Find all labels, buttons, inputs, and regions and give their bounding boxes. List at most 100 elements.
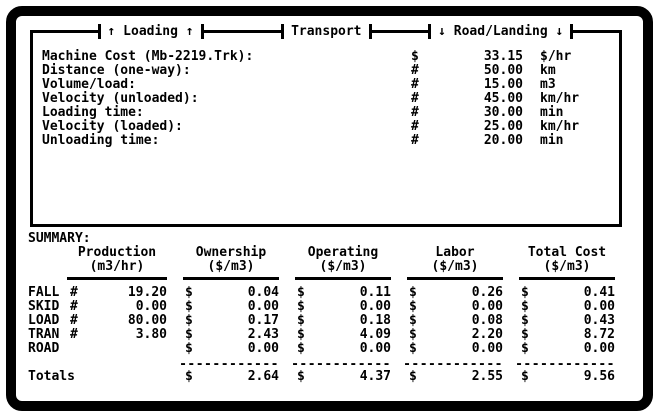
tab-loading[interactable]: ↑ Loading ↑: [107, 24, 194, 39]
header-rule: [279, 277, 391, 280]
parameter-value-field[interactable]: 15.00: [483, 77, 523, 92]
parameter-symbol: #: [411, 119, 419, 134]
parameter-label: Unloading time:: [42, 133, 160, 148]
summary-header-rules: [28, 277, 618, 280]
parameter-label: Volume/load:: [42, 77, 136, 92]
summary-header-names: Production Ownership Operating Labor Total C…: [28, 246, 618, 260]
tab-tick: [428, 24, 432, 39]
tab-line-segment: [30, 30, 98, 33]
parameter-label: Distance (one-way):: [42, 63, 191, 78]
summary-column-unit: ($/m3): [319, 259, 367, 274]
dollar-symbol: $: [297, 369, 305, 384]
summary-column-unit: ($/m3): [543, 259, 591, 274]
parameter-value-field[interactable]: 33.15: [483, 49, 523, 64]
parameter-row: Velocity (loaded): #25.00 km/hr: [42, 120, 613, 134]
parameter-row: Unloading time: #20.00 min: [42, 134, 613, 148]
dollar-symbol: $: [409, 299, 417, 314]
production-value: 19.20: [127, 285, 167, 300]
production-symbol: #: [70, 299, 78, 314]
dollar-symbol: $: [297, 327, 305, 342]
parameter-box: Machine Cost (Mb-2219.Trk): $33.15 $/hr Dis…: [30, 31, 622, 227]
dollar-symbol: $: [409, 341, 417, 356]
totals-operating-value: 4.37: [359, 369, 391, 384]
dollar-symbol: $: [185, 327, 193, 342]
dollar-symbol: $: [521, 341, 529, 356]
tab-tick: [570, 24, 574, 39]
dollar-symbol: $: [521, 327, 529, 342]
production-value: [96, 342, 167, 356]
phase-label: ROAD: [28, 341, 60, 356]
parameter-value-field[interactable]: 50.00: [483, 63, 523, 78]
summary-row: LOAD #80.00 $0.17 $0.18 $0.08 $0.43: [28, 314, 618, 328]
dollar-symbol: $: [409, 369, 417, 384]
tab-road-landing[interactable]: ↓ Road/Landing ↓: [438, 24, 564, 39]
dollar-symbol: $: [521, 369, 529, 384]
operating-value: 0.00: [359, 341, 391, 356]
parameter-value-field[interactable]: 45.00: [483, 91, 523, 106]
spacer: [28, 246, 67, 260]
total-value: 0.00: [583, 341, 615, 356]
dollar-symbol: $: [521, 299, 529, 314]
header-rule: [167, 277, 279, 280]
summary-dashed-rules: ------------ ------------ ------------ ----…: [28, 358, 618, 366]
parameter-value-field[interactable]: 30.00: [483, 105, 523, 120]
parameter-unit: km/hr: [540, 119, 580, 134]
summary-column-unit: ($/m3): [207, 259, 255, 274]
totals-labor-value: 2.55: [471, 369, 503, 384]
summary-totals-row: Totals $2.64 $4.37 $2.55 $9.56: [28, 370, 618, 384]
dollar-symbol: $: [409, 327, 417, 342]
summary-title: SUMMARY:: [28, 231, 91, 246]
parameter-unit: min: [540, 105, 564, 120]
dollar-symbol: $: [409, 313, 417, 328]
operating-value: 0.11: [359, 285, 391, 300]
ownership-value: 2.43: [247, 327, 279, 342]
parameter-unit: min: [540, 133, 564, 148]
parameter-symbol: #: [411, 91, 419, 106]
phase-label: SKID: [28, 299, 60, 314]
parameter-row: Loading time: #30.00 min: [42, 106, 613, 120]
dashed-rule: ------------: [515, 358, 615, 366]
dashed-rule: ------------: [403, 358, 503, 366]
parameter-label: Loading time:: [42, 105, 144, 120]
tab-tick: [368, 24, 372, 39]
summary-column-name: Operating: [307, 245, 379, 260]
production-value: 0.00: [135, 299, 167, 314]
parameter-label: Machine Cost (Mb-2219.Trk):: [42, 49, 254, 64]
totals-label: Totals: [28, 369, 75, 384]
section-tabs: ↑ Loading ↑ Transport ↓ Road/Landing ↓: [30, 23, 622, 40]
summary-body: FALL #19.20 $0.04 $0.11 $0.26 $0.41 SKID #0.00 $…: [28, 286, 618, 356]
phase-label: FALL: [28, 285, 60, 300]
tab-tick: [97, 24, 101, 39]
dollar-symbol: $: [409, 285, 417, 300]
ownership-value: 0.17: [247, 313, 279, 328]
header-rule: [503, 277, 615, 280]
dollar-symbol: $: [297, 341, 305, 356]
production-symbol: [70, 342, 96, 356]
parameter-symbol: #: [411, 105, 419, 120]
labor-value: 0.00: [471, 299, 503, 314]
screen-border: [6, 6, 653, 411]
dashed-rule: ------------: [179, 358, 279, 366]
dollar-symbol: $: [297, 285, 305, 300]
production-value: 80.00: [127, 313, 167, 328]
ownership-value: 0.00: [247, 299, 279, 314]
summary-section: SUMMARY: Production Ownership Operating Lab…: [28, 232, 618, 384]
summary-column-unit: (m3/hr): [89, 259, 145, 274]
parameter-unit: $/hr: [540, 49, 572, 64]
spacer: [28, 260, 67, 274]
parameter-symbol: #: [411, 133, 419, 148]
dollar-symbol: $: [297, 299, 305, 314]
dollar-symbol: $: [521, 313, 529, 328]
production-symbol: #: [70, 285, 78, 300]
ownership-value: 0.04: [247, 285, 279, 300]
labor-value: 0.08: [471, 313, 503, 328]
spacer: [28, 358, 167, 366]
labor-value: 2.20: [471, 327, 503, 342]
parameter-value-field[interactable]: 20.00: [483, 133, 523, 148]
tab-transport[interactable]: Transport: [291, 24, 362, 39]
summary-row: TRAN #3.80 $2.43 $4.09 $2.20 $8.72: [28, 328, 618, 342]
tab-tick: [281, 24, 285, 39]
dollar-symbol: $: [185, 299, 193, 314]
parameter-value-field[interactable]: 25.00: [483, 119, 523, 134]
phase-label: TRAN: [28, 327, 60, 342]
